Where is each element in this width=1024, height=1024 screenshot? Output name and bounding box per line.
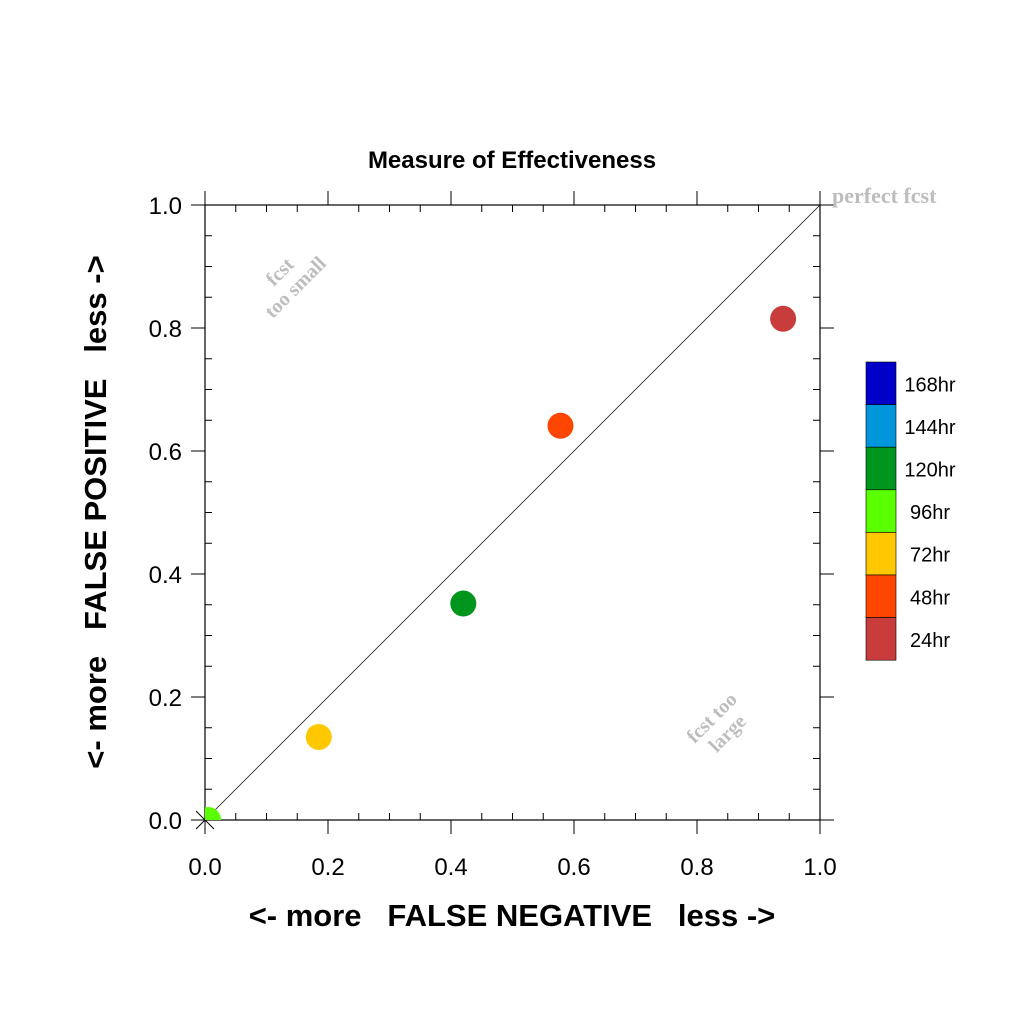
legend-swatch: [865, 489, 897, 533]
legend-label: 24hr: [910, 630, 950, 652]
data-point: [450, 590, 477, 617]
perfect-forecast-label: perfect fcst: [832, 183, 937, 208]
legend-swatch: [865, 532, 897, 576]
data-point: [547, 412, 574, 439]
too-small-annotation: fcst too small: [261, 252, 331, 322]
data-points: [205, 305, 797, 820]
y-tick-label: 0.8: [149, 316, 182, 343]
data-point: [770, 305, 797, 332]
too-small-line-2: too small: [261, 252, 331, 322]
y-tick-label: 0.4: [149, 562, 182, 589]
legend-swatch: [865, 446, 897, 491]
legend-label: 72hr: [910, 545, 950, 567]
legend-label: 168hr: [904, 374, 955, 396]
y-tick-label: 0.2: [149, 685, 182, 712]
legend-label: 48hr: [910, 587, 950, 609]
perfect-forecast-line: [204, 204, 821, 821]
legend-swatch: [865, 574, 897, 618]
x-axis-label: <- more FALSE NEGATIVE less ->: [249, 898, 776, 933]
chart-title: Measure of Effectiveness: [368, 147, 656, 174]
x-tick-label: 0.6: [557, 854, 590, 881]
y-tick-label: 0.0: [149, 808, 182, 835]
legend: 168hr 144hr 120hr 96hr 72hr 48hr 24hr: [865, 361, 956, 661]
legend-swatch: [865, 617, 897, 661]
legend-swatch: [865, 361, 897, 405]
y-tick-labels: 0.0 0.2 0.4 0.6 0.8 1.0: [149, 193, 182, 835]
axis-ticks: [191, 191, 834, 834]
y-tick-label: 0.6: [149, 439, 182, 466]
y-tick-label: 1.0: [149, 193, 182, 220]
y-axis-label: <- more FALSE POSITIVE less ->: [78, 255, 113, 768]
legend-label: 120hr: [904, 460, 955, 482]
legend-label: 96hr: [910, 502, 950, 524]
too-large-annotation: fcst too large: [683, 689, 751, 757]
x-tick-label: 0.0: [188, 854, 221, 881]
x-tick-label: 0.4: [434, 854, 467, 881]
x-tick-label: 0.8: [680, 854, 713, 881]
x-tick-label: 1.0: [803, 854, 836, 881]
legend-label: 144hr: [904, 417, 955, 439]
data-point: [305, 723, 332, 750]
legend-swatch: [865, 404, 897, 448]
data-point: [205, 807, 222, 820]
x-tick-label: 0.2: [311, 854, 344, 881]
x-tick-labels: 0.0 0.2 0.4 0.6 0.8 1.0: [188, 854, 836, 881]
